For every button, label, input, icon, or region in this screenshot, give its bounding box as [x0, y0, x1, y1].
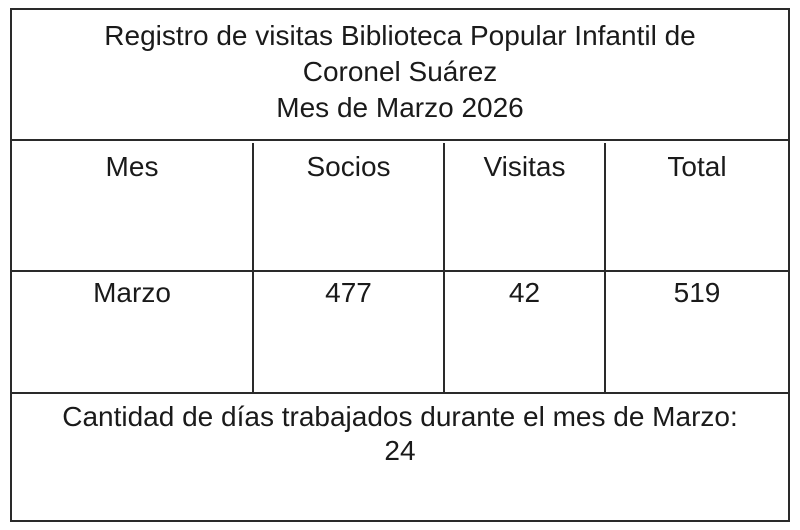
table-header-row: Mes Socios Visitas Total [12, 143, 788, 272]
cell-visitas: 42 [443, 272, 604, 392]
cell-total: 519 [604, 272, 788, 392]
header-cell-visitas: Visitas [443, 143, 604, 270]
title-line-month: Mes de Marzo 2026 [276, 92, 524, 123]
title-line-library: Registro de visitas Biblioteca Popular I… [104, 20, 696, 51]
worked-days-label: Cantidad de días trabajados durante el m… [62, 401, 738, 432]
visits-table: Mes Socios Visitas Total Marzo 477 42 51… [12, 143, 788, 394]
header-cell-total: Total [604, 143, 788, 270]
header-cell-socios: Socios [252, 143, 443, 270]
cell-month: Marzo [93, 277, 171, 308]
visit-register-document: Registro de visitas Biblioteca Popular I… [10, 8, 790, 522]
header-cell-mes: Mes [105, 151, 159, 182]
table-row: Marzo 477 42 519 [12, 272, 788, 392]
title-line-city: Coronel Suárez [302, 56, 498, 87]
worked-days-value: 24 [384, 435, 416, 466]
cell-socios: 477 [252, 272, 443, 392]
document-title: Registro de visitas Biblioteca Popular I… [12, 10, 788, 141]
worked-days-note: Cantidad de días trabajados durante el m… [12, 394, 788, 520]
